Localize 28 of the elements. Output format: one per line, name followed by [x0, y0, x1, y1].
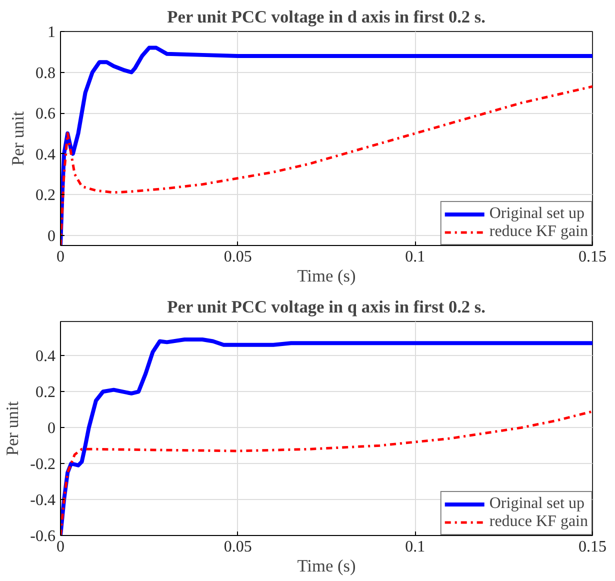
y-tick-label: 0.6: [36, 106, 56, 123]
x-axis-title: Time (s): [297, 266, 356, 286]
y-tick-label: -0.6: [30, 528, 56, 545]
x-tick-label: 0.05: [224, 248, 252, 266]
x-tick-label: 0.15: [578, 248, 606, 266]
y-tick-label: 0.2: [36, 187, 56, 204]
y-tick-label: 0.4: [36, 348, 56, 366]
chart-title: Per unit PCC voltage in q axis in first 0.2 s.: [167, 298, 486, 316]
x-tick-label: 0.1: [405, 538, 426, 556]
y-tick-label: 0.2: [36, 384, 56, 402]
y-axis-title: Per unit: [8, 111, 28, 166]
y-tick-label: -0.4: [30, 492, 56, 510]
legend-label: reduce KF gain: [489, 223, 588, 241]
y-tick-label: 0.8: [36, 64, 56, 82]
y-tick-label: 0: [48, 228, 56, 245]
x-axis-title: Time (s): [297, 556, 356, 576]
chart-title: Per unit PCC voltage in d axis in first 0.2 s.: [167, 8, 486, 26]
x-tick-label: 0.1: [405, 248, 426, 266]
legend-label: Original set up: [489, 495, 584, 513]
y-tick-label: 1: [48, 24, 56, 41]
x-tick-label: 0.05: [224, 538, 252, 556]
y-tick-label: 0.4: [36, 146, 56, 164]
legend-label: reduce KF gain: [489, 513, 588, 531]
y-axis-title: Per unit: [3, 401, 22, 456]
y-tick-label: -0.2: [30, 456, 56, 474]
y-tick-label: 0: [48, 420, 56, 438]
legend-label: Original set up: [489, 205, 584, 223]
x-tick-label: 0.15: [578, 538, 606, 556]
